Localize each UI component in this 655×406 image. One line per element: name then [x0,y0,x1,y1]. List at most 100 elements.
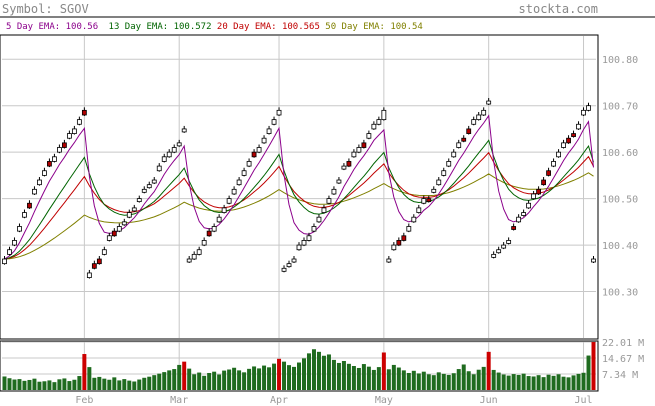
volume-bar [471,374,476,390]
candle [291,258,297,263]
legend: 5 Day EMA: 100.56 13 Day EMA: 100.572 20… [6,22,423,32]
candle [206,230,212,237]
price-panel-frame [0,34,599,340]
candle [476,114,482,121]
volume-bar [316,351,321,390]
month-label: May [375,395,393,406]
legend-ema5: 5 Day EMA: 100.56 [6,22,98,32]
site-name: stockta.com [519,2,598,16]
candle [521,212,527,216]
volume-bar [157,373,162,390]
candle [466,128,472,134]
candle [566,137,571,144]
candle [461,137,467,142]
volume-bar [7,378,12,390]
candle [411,216,417,223]
candle [551,161,556,167]
volume-bar [262,365,267,390]
candle [366,133,372,139]
candle [261,137,267,144]
volume-bar [396,367,401,390]
volume-bar [391,364,396,390]
volume-bar [107,379,112,390]
volume-bar [47,380,52,390]
candle [86,272,92,279]
volume-bar [192,374,197,390]
candle [301,240,307,246]
legend-ema20: 20 Day EMA: 100.565 [217,22,320,32]
legend-ema50: 50 Day EMA: 100.54 [325,22,423,32]
candle [166,151,172,158]
volume-bar [162,372,167,390]
volume-bar [247,368,252,390]
volume-bar [321,355,326,390]
volume-bar [446,374,451,390]
candle [336,179,342,184]
candle [386,258,392,263]
volume-bar [336,362,341,390]
volume-bar [376,367,381,390]
volume-bar [441,373,446,390]
candle [42,170,47,176]
candle [486,100,492,105]
volume-bar [102,378,107,390]
volume-bar [571,375,576,390]
month-label: Apr [270,395,288,406]
candle [351,151,357,158]
candle [32,188,37,195]
volume-bar [301,358,306,390]
volume-bar [217,374,222,390]
candle [136,198,142,203]
volume-bar [586,355,591,390]
candle [326,198,332,204]
candle [196,249,202,255]
volume-bar [127,380,132,390]
candle [66,133,72,139]
volume-tick-label: 22.01 M [602,338,644,349]
candle [436,179,442,186]
candle [376,119,382,125]
volume-bar [67,381,72,390]
candle [496,249,502,254]
candle [391,244,397,251]
candle [501,244,507,249]
volume-bar [426,374,431,390]
candle [22,212,27,218]
volume-bar [526,376,531,390]
candle [426,198,432,203]
volume-bar [386,369,391,390]
price-tick-label: 100.50 [602,195,638,206]
candle [57,147,62,153]
candle [126,212,132,218]
candle [316,216,322,223]
volume-bar [182,361,187,390]
candle [2,258,7,265]
volume-bar [207,372,212,390]
volume-bar [346,363,351,390]
candle [146,184,152,189]
candle [246,161,252,167]
candle [451,151,457,158]
ema5-line [4,114,594,260]
volume-panel-frame [0,340,599,392]
volume-bar [361,364,366,390]
ema13-line [4,139,594,260]
volume-bar [591,342,596,390]
volume-bar [132,381,137,390]
month-axis: Feb Mar Apr May Jun Jul [75,395,592,406]
volume-bar [112,377,117,390]
volume-bar [82,354,87,390]
candle [456,142,462,148]
volume-bar [237,370,242,390]
volume-bar [277,358,282,390]
candle [431,188,437,193]
volume-bar [117,380,122,390]
volume-bar [401,370,406,390]
volume-bar [351,366,356,390]
volume-bar [27,379,32,390]
candle [76,119,82,125]
candle [141,188,147,193]
candle [226,198,232,204]
volume-bar [506,375,511,390]
candle [581,109,586,116]
